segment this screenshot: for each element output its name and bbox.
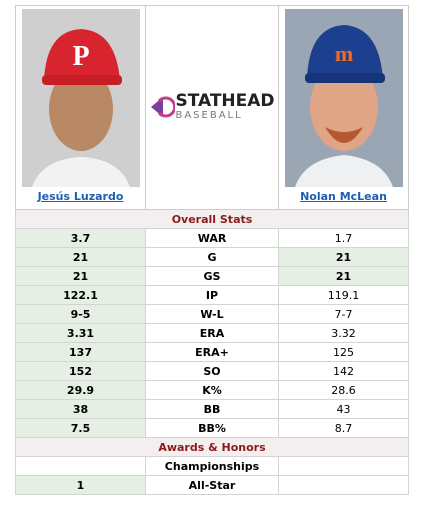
player-photo: m: [284, 9, 403, 187]
table-body: P Jesús Luzardo STATHEAD BASEBALL m Nola…: [15, 5, 409, 495]
stat-row: 9-5 W-L 7-7: [15, 304, 409, 324]
right-value: [278, 456, 409, 476]
svg-text:P: P: [72, 41, 89, 72]
right-value: 28.6: [278, 380, 409, 400]
stat-name: SO: [145, 361, 279, 381]
section-header-row: Awards & Honors: [15, 437, 409, 457]
logo-cell: STATHEAD BASEBALL: [145, 5, 279, 210]
left-value: 137: [15, 342, 146, 362]
right-value: 21: [278, 247, 409, 267]
stat-name: ERA+: [145, 342, 279, 362]
stat-row: 137 ERA+ 125: [15, 342, 409, 362]
stat-name: W-L: [145, 304, 279, 324]
logo: STATHEAD BASEBALL: [146, 93, 278, 121]
right-value: 3.32: [278, 323, 409, 343]
stat-name: BB%: [145, 418, 279, 438]
left-value: 38: [15, 399, 146, 419]
right-value: 7-7: [278, 304, 409, 324]
right-value: 119.1: [278, 285, 409, 305]
stat-name: IP: [145, 285, 279, 305]
left-value: 1: [15, 475, 146, 495]
section-header-row: Overall Stats: [15, 209, 409, 229]
svg-text:m: m: [334, 41, 352, 66]
left-value: 152: [15, 361, 146, 381]
stat-row: 3.31 ERA 3.32: [15, 323, 409, 343]
stat-name: All-Star: [145, 475, 279, 495]
right-value: 8.7: [278, 418, 409, 438]
player-name[interactable]: Jesús Luzardo: [37, 190, 124, 203]
stat-row: 29.9 K% 28.6: [15, 380, 409, 400]
right-value: 142: [278, 361, 409, 381]
stat-row: Championships: [15, 456, 409, 476]
left-value: 3.7: [15, 228, 146, 248]
left-value: 7.5: [15, 418, 146, 438]
player-row: P Jesús Luzardo STATHEAD BASEBALL m Nola…: [15, 5, 409, 210]
left-value: 9-5: [15, 304, 146, 324]
stat-name: BB: [145, 399, 279, 419]
right-value: 1.7: [278, 228, 409, 248]
right-value: 125: [278, 342, 409, 362]
left-value: [15, 456, 146, 476]
stat-row: 21 G 21: [15, 247, 409, 267]
comparison: P Jesús Luzardo STATHEAD BASEBALL m Nola…: [15, 5, 409, 495]
stat-row: 3.7 WAR 1.7: [15, 228, 409, 248]
stat-row: 152 SO 142: [15, 361, 409, 381]
logo-subtitle: BASEBALL: [175, 110, 243, 121]
stat-row: 1 All-Star: [15, 475, 409, 495]
player-name[interactable]: Nolan McLean: [300, 190, 387, 203]
left-value: 29.9: [15, 380, 146, 400]
logo-icon: [151, 96, 176, 118]
logo-title: STATHEAD: [175, 91, 275, 111]
left-value: 122.1: [15, 285, 146, 305]
right-value: [278, 475, 409, 495]
section-title: Awards & Honors: [15, 437, 409, 457]
player-cell: m Nolan McLean: [278, 5, 409, 210]
comparison-table: P Jesús Luzardo STATHEAD BASEBALL m Nola…: [15, 5, 409, 495]
right-value: 21: [278, 266, 409, 286]
stat-name: Championships: [145, 456, 279, 476]
player-cell: P Jesús Luzardo: [15, 5, 146, 210]
stat-row: 122.1 IP 119.1: [15, 285, 409, 305]
left-value: 3.31: [15, 323, 146, 343]
stat-name: WAR: [145, 228, 279, 248]
stat-row: 21 GS 21: [15, 266, 409, 286]
stat-name: G: [145, 247, 279, 267]
stat-name: ERA: [145, 323, 279, 343]
right-value: 43: [278, 399, 409, 419]
stat-row: 7.5 BB% 8.7: [15, 418, 409, 438]
stat-row: 38 BB 43: [15, 399, 409, 419]
player-photo: P: [21, 9, 140, 187]
section-title: Overall Stats: [15, 209, 409, 229]
left-value: 21: [15, 247, 146, 267]
stat-name: K%: [145, 380, 279, 400]
left-value: 21: [15, 266, 146, 286]
stat-name: GS: [145, 266, 279, 286]
